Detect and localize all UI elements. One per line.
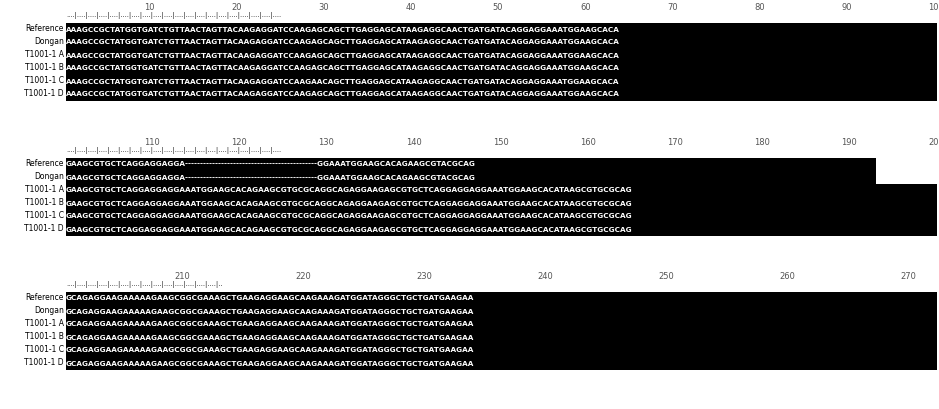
Bar bbox=[66, 197, 937, 209]
Text: 210: 210 bbox=[175, 272, 191, 281]
Bar bbox=[66, 305, 937, 317]
Text: ....|....|....|....|....|....|....|....|....|....|....|....|....|....|....|....|: ....|....|....|....|....|....|....|....|… bbox=[66, 147, 281, 154]
Bar bbox=[66, 158, 876, 171]
Bar bbox=[66, 331, 937, 344]
Bar bbox=[66, 23, 937, 36]
Bar bbox=[66, 62, 937, 74]
Text: GAAGCGTGCTCAGGAGGAGGA--------------------------------------------GGAAATGGAAGCACA: GAAGCGTGCTCAGGAGGAGGA-------------------… bbox=[66, 175, 476, 180]
Text: 180: 180 bbox=[754, 138, 770, 147]
Text: GAAGCGTGCTCAGGAGGAGGA--------------------------------------------GGAAATGGAAGCACA: GAAGCGTGCTCAGGAGGAGGA-------------------… bbox=[66, 162, 476, 168]
Text: 100: 100 bbox=[929, 3, 939, 12]
Text: T1001-1 A: T1001-1 A bbox=[25, 319, 64, 328]
Text: 130: 130 bbox=[318, 138, 334, 147]
Text: T1001-1 C: T1001-1 C bbox=[25, 345, 64, 354]
Bar bbox=[66, 223, 937, 236]
Text: GAAGCGTGCTCAGGAGGAGGAAATGGAAGCACAGAAGCGTGCGCAGGCAGAGGAAGAGCGTGCTCAGGAGGAGGAAATGG: GAAGCGTGCTCAGGAGGAGGAAATGGAAGCACAGAAGCGT… bbox=[66, 200, 633, 207]
Text: 60: 60 bbox=[580, 3, 591, 12]
Bar bbox=[66, 184, 937, 196]
Text: Reference: Reference bbox=[25, 25, 64, 34]
Text: ....|....|....|....|....|....|....|....|....|....|....|....|....|....|..: ....|....|....|....|....|....|....|....|… bbox=[66, 281, 223, 288]
Text: GCAGAGGAAGAAAAAGAAGCGGCGAAAGCTGAAGAGGAAGCAAGAAAGATGGATAGGGCTGCTGATGAAGAA: GCAGAGGAAGAAAAAGAAGCGGCGAAAGCTGAAGAGGAAG… bbox=[66, 348, 474, 353]
Text: Dongan: Dongan bbox=[34, 172, 64, 181]
Text: 170: 170 bbox=[667, 138, 683, 147]
Text: 110: 110 bbox=[145, 138, 161, 147]
Bar bbox=[66, 344, 937, 357]
Text: T1001-1 B: T1001-1 B bbox=[25, 198, 64, 207]
Text: T1001-1 C: T1001-1 C bbox=[25, 76, 64, 85]
Text: T1001-1 D: T1001-1 D bbox=[24, 358, 64, 367]
Bar bbox=[66, 36, 937, 49]
Text: 190: 190 bbox=[841, 138, 857, 147]
Text: AAAGCCGCTATGGTGATCTGTTAACTAGTTACAAGAGGATCCAAGAGCAGCTTGAGGAGCATAAGAGGCAACTGATGATA: AAAGCCGCTATGGTGATCTGTTAACTAGTTACAAGAGGAT… bbox=[66, 40, 620, 45]
Text: 230: 230 bbox=[417, 272, 433, 281]
Text: 240: 240 bbox=[538, 272, 554, 281]
Text: T1001-1 D: T1001-1 D bbox=[24, 89, 64, 98]
Text: T1001-1 B: T1001-1 B bbox=[25, 63, 64, 72]
Text: AAAGCCGCTATGGTGATCTGTTAACTAGTTACAAGAGGATCCAAGAACAGCTTGAGGAGCATAAGAGGCAACTGATGATA: AAAGCCGCTATGGTGATCTGTTAACTAGTTACAAGAGGAT… bbox=[66, 79, 620, 85]
Text: AAAGCCGCTATGGTGATCTGTTAACTAGTTACAAGAGGATCCAAGAGCAGCTTGAGGAGCATAAGAGGCAACTGATGATA: AAAGCCGCTATGGTGATCTGTTAACTAGTTACAAGAGGAT… bbox=[66, 52, 620, 58]
Text: 270: 270 bbox=[901, 272, 916, 281]
Text: GCAGAGGAAGAAAAAGAAGCGGCGAAAGCTGAAGAGGAAGCAAGAAAGATGGATAGGGCTGCTGATGAAGAA: GCAGAGGAAGAAAAAGAAGCGGCGAAAGCTGAAGAGGAAG… bbox=[66, 321, 474, 328]
Bar bbox=[66, 292, 937, 304]
Text: 220: 220 bbox=[296, 272, 312, 281]
Text: 20: 20 bbox=[232, 3, 242, 12]
Text: 80: 80 bbox=[754, 3, 764, 12]
Text: GCAGAGGAAGAAAAAGAAGCGGCGAAAGCTGAAGAGGAAGCAAGAAAGATGGATAGGGCTGCTGATGAAGAA: GCAGAGGAAGAAAAAGAAGCGGCGAAAGCTGAAGAGGAAG… bbox=[66, 360, 474, 366]
Text: GAAGCGTGCTCAGGAGGAGGAAATGGAAGCACAGAAGCGTGCGCAGGCAGAGGAAGAGCGTGCTCAGGAGGAGGAAATGG: GAAGCGTGCTCAGGAGGAGGAAATGGAAGCACAGAAGCGT… bbox=[66, 213, 633, 220]
Text: 90: 90 bbox=[841, 3, 852, 12]
Text: 70: 70 bbox=[667, 3, 678, 12]
Text: GCAGAGGAAGAAAAAGAAGCGGCGAAAGCTGAAGAGGAAGCAAGAAAGATGGATAGGGCTGCTGATGAAGAA: GCAGAGGAAGAAAAAGAAGCGGCGAAAGCTGAAGAGGAAG… bbox=[66, 308, 474, 315]
Text: Reference: Reference bbox=[25, 160, 64, 169]
Text: 260: 260 bbox=[779, 272, 795, 281]
Text: GAAGCGTGCTCAGGAGGAGGAAATGGAAGCACAGAAGCGTGCGCAGGCAGAGGAAGAGCGTGCTCAGGAGGAGGAAATGG: GAAGCGTGCTCAGGAGGAGGAAATGGAAGCACAGAAGCGT… bbox=[66, 227, 633, 232]
Text: Dongan: Dongan bbox=[34, 37, 64, 46]
Bar bbox=[66, 210, 937, 222]
Text: 120: 120 bbox=[232, 138, 247, 147]
Text: GAAGCGTGCTCAGGAGGAGGAAATGGAAGCACAGAAGCGTGCGCAGGCAGAGGAAGAGCGTGCTCAGGAGGAGGAAATGG: GAAGCGTGCTCAGGAGGAGGAAATGGAAGCACAGAAGCGT… bbox=[66, 187, 633, 193]
Text: 140: 140 bbox=[406, 138, 422, 147]
Bar bbox=[66, 75, 937, 88]
Text: ....|....|....|....|....|....|....|....|....|....|....|....|....|....|....|....|: ....|....|....|....|....|....|....|....|… bbox=[66, 12, 281, 19]
Text: GCAGAGGAAGAAAAAGAAGCGGCGAAAGCTGAAGAGGAAGCAAGAAAGATGGATAGGGCTGCTGATGAAGAA: GCAGAGGAAGAAAAAGAAGCGGCGAAAGCTGAAGAGGAAG… bbox=[66, 295, 474, 301]
Text: AAAGCCGCTATGGTGATCTGTTAACTAGTTACAAGAGGATCCAAGAGCAGCTTGAGGAGCATAAGAGGCAACTGATGATA: AAAGCCGCTATGGTGATCTGTTAACTAGTTACAAGAGGAT… bbox=[66, 92, 620, 97]
Bar bbox=[66, 318, 937, 330]
Text: 150: 150 bbox=[493, 138, 509, 147]
Text: 40: 40 bbox=[406, 3, 416, 12]
Text: 160: 160 bbox=[580, 138, 595, 147]
Bar bbox=[66, 171, 876, 184]
Text: AAAGCCGCTATGGTGATCTGTTAACTAGTTACAAGAGGATCCAAGAGCAGCTTGAGGAGCATAAGAGGCAACTGATGATA: AAAGCCGCTATGGTGATCTGTTAACTAGTTACAAGAGGAT… bbox=[66, 65, 620, 72]
Text: 50: 50 bbox=[493, 3, 503, 12]
Text: 10: 10 bbox=[145, 3, 155, 12]
Text: 30: 30 bbox=[318, 3, 330, 12]
Text: T1001-1 A: T1001-1 A bbox=[25, 185, 64, 194]
Bar bbox=[66, 357, 937, 369]
Text: Reference: Reference bbox=[25, 293, 64, 302]
Text: AAAGCCGCTATGGTGATCTGTTAACTAGTTACAAGAGGATCCAAGAGCAGCTTGAGGAGCATAAGAGGCAACTGATGATA: AAAGCCGCTATGGTGATCTGTTAACTAGTTACAAGAGGAT… bbox=[66, 27, 620, 32]
Text: T1001-1 D: T1001-1 D bbox=[24, 225, 64, 234]
Text: T1001-1 B: T1001-1 B bbox=[25, 333, 64, 342]
Text: 200: 200 bbox=[929, 138, 939, 147]
Text: 250: 250 bbox=[659, 272, 674, 281]
Bar bbox=[66, 49, 937, 61]
Bar bbox=[66, 88, 937, 101]
Text: Dongan: Dongan bbox=[34, 306, 64, 315]
Text: T1001-1 C: T1001-1 C bbox=[25, 211, 64, 220]
Text: GCAGAGGAAGAAAAAGAAGCGGCGAAAGCTGAAGAGGAAGCAAGAAAGATGGATAGGGCTGCTGATGAAGAA: GCAGAGGAAGAAAAAGAAGCGGCGAAAGCTGAAGAGGAAG… bbox=[66, 335, 474, 341]
Text: T1001-1 A: T1001-1 A bbox=[25, 50, 64, 59]
